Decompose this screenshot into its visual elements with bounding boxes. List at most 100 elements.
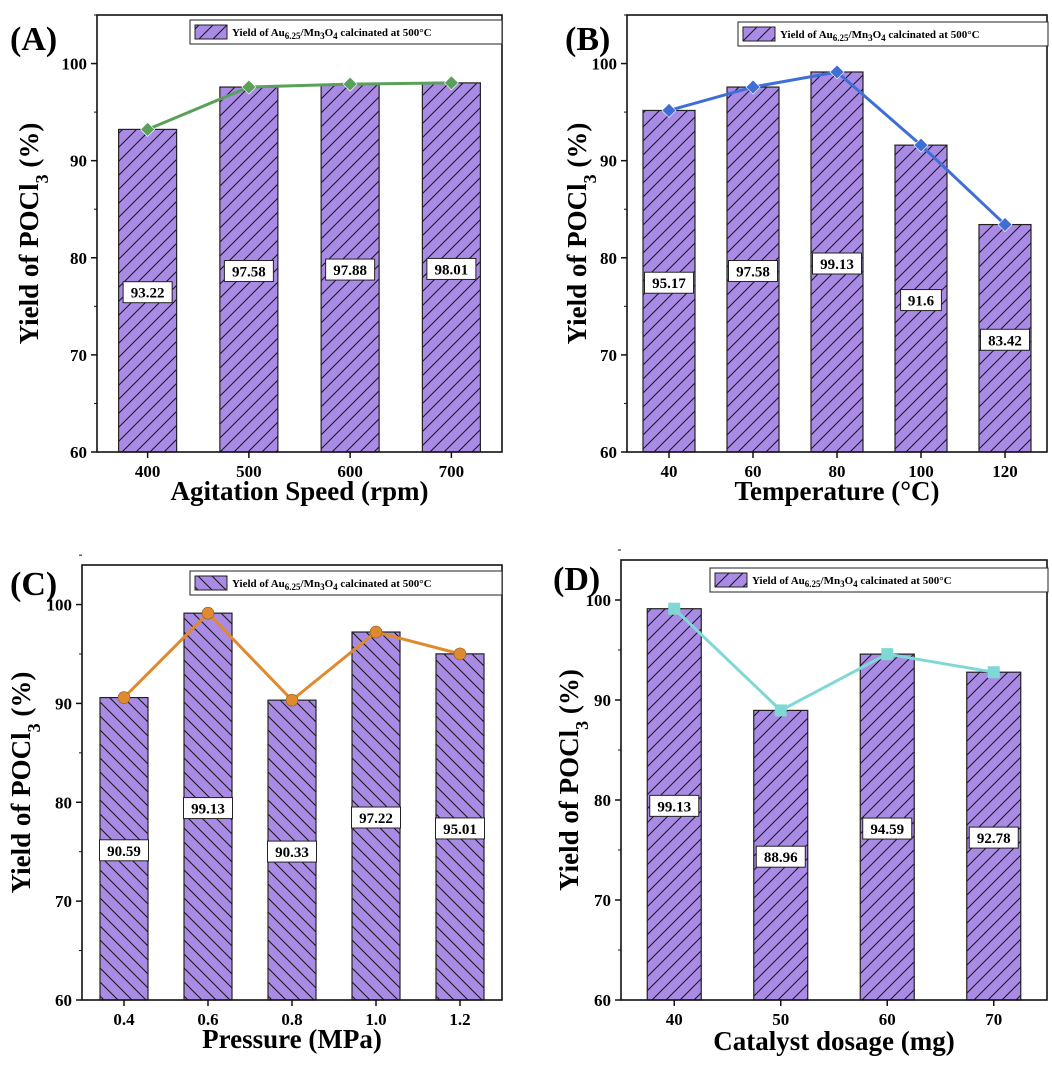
x-tick-label: 80	[829, 462, 846, 481]
svg-text:97.58: 97.58	[232, 265, 266, 281]
y-tick-label: 90	[594, 691, 611, 710]
legend: Yield of Au6.25/Mn3O4 calcinated at 500°…	[189, 19, 503, 45]
data-label: 95.17	[644, 271, 694, 294]
legend: Yield of Au6.25/Mn3O4 calcinated at 500°…	[737, 21, 1049, 47]
x-tick-label: 0.6	[197, 1010, 218, 1029]
svg-text:97.22: 97.22	[359, 811, 393, 827]
data-point	[241, 79, 257, 95]
svg-text:93.22: 93.22	[131, 286, 165, 302]
x-tick-label: 40	[666, 1010, 683, 1029]
x-axis-label: Agitation Speed (rpm)	[171, 476, 429, 506]
data-point	[201, 606, 215, 620]
y-tick-label: 100	[62, 55, 88, 74]
y-axis-label: Yield of POCl3 (%)	[562, 123, 600, 345]
x-tick-label: 700	[439, 462, 465, 481]
svg-text:98.01: 98.01	[435, 262, 469, 278]
x-tick-label: 400	[135, 462, 161, 481]
svg-text:90.59: 90.59	[107, 844, 141, 860]
chart-panel-4: (D) 99.13 88.96 94.59 92.78 60 70 80 90 100 40 50 60…	[553, 549, 1049, 1056]
data-label: 99.13	[649, 794, 700, 817]
y-tick-label: 80	[600, 249, 617, 268]
x-tick-label: 70	[985, 1010, 1002, 1029]
data-label: 97.22	[351, 806, 401, 829]
series-line	[673, 607, 995, 713]
x-tick-label: 1.2	[449, 1010, 470, 1029]
data-label: 83.42	[980, 328, 1030, 351]
data-label: 94.59	[862, 817, 913, 840]
data-point	[117, 691, 131, 704]
data-label: 97.88	[325, 258, 376, 281]
legend: Yield of Au6.25/Mn3O4 calcinated at 500°…	[189, 570, 503, 596]
panel-label: (C)	[10, 566, 57, 603]
y-axis-label: Yield of POCl3 (%)	[554, 669, 592, 891]
chart-panel-1: (A) 93.22 97.58 97.88 98.01 60 70 80 90 100 400 500…	[10, 14, 503, 506]
data-point	[987, 666, 1000, 679]
data-label: 97.58	[223, 260, 274, 283]
x-tick-label: 500	[236, 462, 262, 481]
svg-text:99.13: 99.13	[191, 802, 225, 818]
y-tick-label: 100	[586, 591, 612, 610]
x-tick-label: 0.4	[113, 1010, 135, 1029]
y-tick-label: 80	[594, 791, 611, 810]
y-tick-label: 90	[600, 152, 617, 171]
data-point	[443, 75, 459, 91]
data-point	[342, 76, 358, 92]
plot-frame	[620, 559, 1048, 1001]
legend-text: Yield of Au6.25/Mn3O4 calcinated at 500°…	[780, 29, 980, 43]
data-label: 98.01	[426, 257, 477, 280]
data-point	[829, 64, 845, 80]
y-tick-label: 90	[55, 694, 72, 713]
svg-text:99.13: 99.13	[657, 799, 691, 815]
data-label: 97.58	[728, 260, 778, 283]
x-tick-label: 50	[772, 1010, 789, 1029]
data-point	[745, 79, 761, 95]
svg-text:94.59: 94.59	[870, 822, 904, 838]
svg-text:91.6: 91.6	[908, 294, 935, 310]
y-axis-label: Yield of POCl3 (%)	[14, 123, 52, 345]
data-label: 92.78	[968, 826, 1019, 849]
data-point	[668, 602, 681, 615]
svg-text:88.96: 88.96	[764, 850, 798, 866]
svg-text:97.88: 97.88	[333, 263, 367, 279]
y-tick-label: 70	[594, 891, 611, 910]
series-line	[122, 611, 461, 703]
data-point	[774, 704, 787, 717]
x-tick-label: 100	[908, 462, 934, 481]
legend-text: Yield of Au6.25/Mn3O4 calcinated at 500°…	[232, 27, 432, 41]
panel-label: (D)	[553, 561, 600, 598]
y-tick-label: 60	[55, 991, 72, 1010]
y-tick-label: 80	[55, 793, 72, 812]
data-point	[285, 693, 299, 707]
legend: Yield of Au6.25/Mn3O4 calcinated at 500°…	[709, 567, 1049, 593]
svg-text:83.42: 83.42	[988, 333, 1022, 349]
data-point	[913, 137, 929, 153]
svg-text:99.13: 99.13	[820, 257, 854, 273]
y-tick-label: 100	[592, 55, 618, 74]
panel-label: (B)	[565, 21, 610, 58]
legend-swatch	[194, 575, 228, 591]
data-label: 88.96	[755, 845, 806, 868]
data-label: 90.33	[267, 840, 317, 863]
data-label: 93.22	[122, 281, 173, 304]
data-point	[997, 217, 1013, 232]
series-line	[147, 81, 452, 131]
data-point	[453, 647, 467, 661]
plot-frame	[96, 14, 503, 453]
data-label: 99.13	[183, 797, 233, 820]
data-point	[881, 648, 894, 661]
y-tick-label: 60	[600, 443, 617, 462]
y-tick-label: 70	[70, 346, 87, 365]
svg-text:92.78: 92.78	[977, 831, 1011, 847]
x-tick-label: 40	[661, 462, 678, 481]
panel-label: (A)	[10, 21, 57, 58]
x-tick-label: 60	[745, 462, 762, 481]
chart-panel-3: (C) 90.59 99.13 90.33 97.22 95.01 60 70 80 90 100 0…	[6, 554, 503, 1054]
svg-text:95.01: 95.01	[443, 822, 477, 838]
y-tick-label: 60	[594, 991, 611, 1010]
x-axis-label: Catalyst dosage (mg)	[713, 1026, 954, 1056]
data-point	[140, 121, 156, 137]
legend-swatch	[194, 24, 228, 40]
legend-swatch	[742, 26, 776, 42]
data-label: 95.01	[435, 817, 485, 840]
